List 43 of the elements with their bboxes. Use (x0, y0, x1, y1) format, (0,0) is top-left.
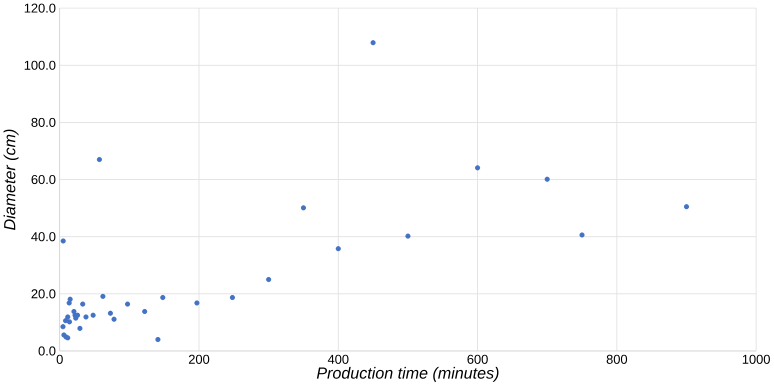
x-axis-title: Production time (minutes) (316, 366, 498, 382)
point (83, 314, 89, 320)
point (96, 156, 102, 162)
x-tick-label: 800 (606, 354, 628, 364)
x-tick-label: 0 (56, 354, 63, 364)
point (230, 294, 235, 300)
y-tick-label: 0.0 (38, 346, 56, 356)
point (108, 310, 113, 316)
point (66, 319, 72, 324)
point (336, 246, 341, 252)
point (100, 294, 106, 299)
point (544, 176, 550, 182)
point (77, 326, 82, 331)
point (155, 336, 160, 342)
y-axis-title: Diameter (cm) (4, 129, 19, 230)
x-tick-label: 1000 (742, 354, 770, 364)
point (111, 316, 117, 322)
point (370, 40, 376, 46)
point (124, 301, 130, 306)
point (300, 205, 306, 210)
point (80, 301, 86, 306)
point (60, 324, 66, 330)
y-tick-label: 20.0 (32, 289, 56, 298)
x-tick-label: 200 (188, 354, 210, 364)
point (194, 300, 200, 306)
point (405, 233, 410, 238)
point (474, 165, 480, 170)
point (684, 204, 690, 210)
point (66, 300, 72, 306)
point (579, 232, 585, 238)
point (65, 314, 70, 320)
x-tick-label: 400 (328, 354, 349, 364)
point (90, 312, 96, 318)
x-tick-label: 600 (467, 354, 488, 364)
point (142, 308, 148, 314)
y-tick-label: 60.0 (32, 174, 56, 184)
point (160, 294, 166, 300)
y-tick-label: 120.0 (24, 3, 56, 12)
y-tick-label: 80.0 (31, 118, 56, 127)
point (266, 276, 272, 282)
point (60, 238, 66, 244)
y-tick-label: 40.0 (31, 232, 56, 241)
y-tick-label: 100.0 (24, 60, 56, 70)
